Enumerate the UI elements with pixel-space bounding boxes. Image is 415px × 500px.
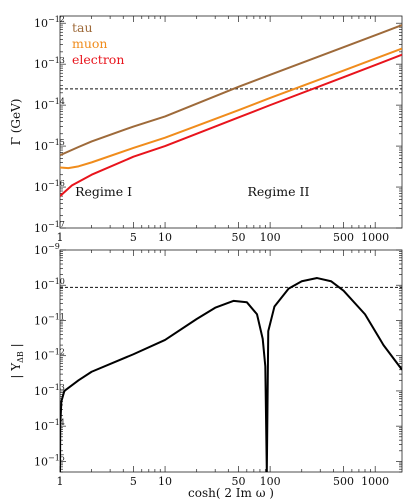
y-tick-label: 10−15 [34,453,65,468]
y-tick-exponent: −15 [48,138,65,147]
x-tick-label: 500 [333,231,354,244]
legend-entry-muon: muon [72,36,107,51]
y-tick-exponent: −14 [48,418,65,427]
top-panel: 1 5 10 50 100 500 100010−1710−1610−1510−1410−1… [9,15,403,244]
annotation-regime: Regime I [75,184,132,199]
y-tick-exponent: −10 [48,277,65,286]
y-tick-exponent: −11 [48,312,65,321]
y-tick-exponent: −14 [48,97,65,106]
y-axis-label-subscript: ΔB [16,351,25,363]
y-axis-label-end: | [9,343,23,351]
x-tick-label: 10 [158,475,172,488]
x-tick-label: 500 [333,475,354,488]
y-tick-exponent: −13 [48,56,65,65]
y-tick-exponent: −17 [48,220,65,229]
legend-entry-electron: electron [72,52,124,67]
y-tick-label: 10−12 [34,348,65,363]
y-axis-label-main: | Y [9,362,23,379]
y-tick-base: 10 [34,420,48,433]
y-tick-base: 10 [34,17,48,30]
x-tick-label: 1000 [361,231,389,244]
y-tick-label: 10−12 [34,15,65,30]
y-tick-label: 10−10 [34,277,65,292]
y-tick-exponent: −15 [48,453,65,462]
y-tick-base: 10 [34,314,48,327]
y-tick-base: 10 [34,222,48,235]
y-tick-label: 10−14 [34,97,65,112]
y-tick-label: 10−13 [34,56,65,71]
series-line-muon [60,47,402,170]
y-tick-label: 10−15 [34,138,65,153]
series-line-electron [60,53,402,197]
y-tick-label: 10−9 [34,242,60,257]
y-axis-label-main: Γ (GeV) [9,99,23,146]
y-tick-label: 10−14 [34,418,65,433]
y-tick-label: 10−17 [34,220,65,235]
series-line-tau [60,24,402,157]
y-tick-base: 10 [34,140,48,153]
x-tick-label: 5 [130,475,137,488]
x-tick-label: 100 [260,231,281,244]
y-tick-exponent: −12 [48,15,65,24]
y-tick-base: 10 [34,455,48,468]
top-y-axis-label: Γ (GeV) [9,99,23,146]
y-tick-label: 10−13 [34,383,65,398]
y-tick-exponent: −9 [48,242,60,251]
top-plot-frame [59,15,403,229]
bottom-panel: 1 5 10 50 100 500 100010−1510−1410−1310−1210−1… [9,242,403,500]
y-tick-exponent: −16 [48,179,65,188]
y-tick-base: 10 [34,385,48,398]
bottom-plot-frame [59,249,403,473]
x-tick-label: 5 [130,231,137,244]
annotation-regime: Regime II [247,184,309,199]
x-tick-label: 100 [260,475,281,488]
legend-entry-tau: tau [72,20,93,35]
x-tick-label: 1000 [361,475,389,488]
y-tick-exponent: −12 [48,348,65,357]
x-tick-label: 1 [57,231,64,244]
bottom-y-axis-label: | YΔB | [9,343,25,378]
y-tick-base: 10 [34,99,48,112]
y-tick-base: 10 [34,244,48,257]
y-tick-base: 10 [34,350,48,363]
x-tick-label: 10 [158,231,172,244]
y-tick-base: 10 [34,181,48,194]
y-tick-base: 10 [34,58,48,71]
x-tick-label: 1 [57,475,64,488]
x-tick-label: 50 [231,475,245,488]
x-tick-label: 50 [231,231,245,244]
y-tick-base: 10 [34,279,48,292]
bottom-x-axis-label: cosh( 2 Im ω ) [188,486,274,500]
y-tick-label: 10−11 [34,312,65,327]
series-line-bottom-curve [60,277,402,472]
y-tick-label: 10−16 [34,179,65,194]
y-tick-exponent: −13 [48,383,65,392]
